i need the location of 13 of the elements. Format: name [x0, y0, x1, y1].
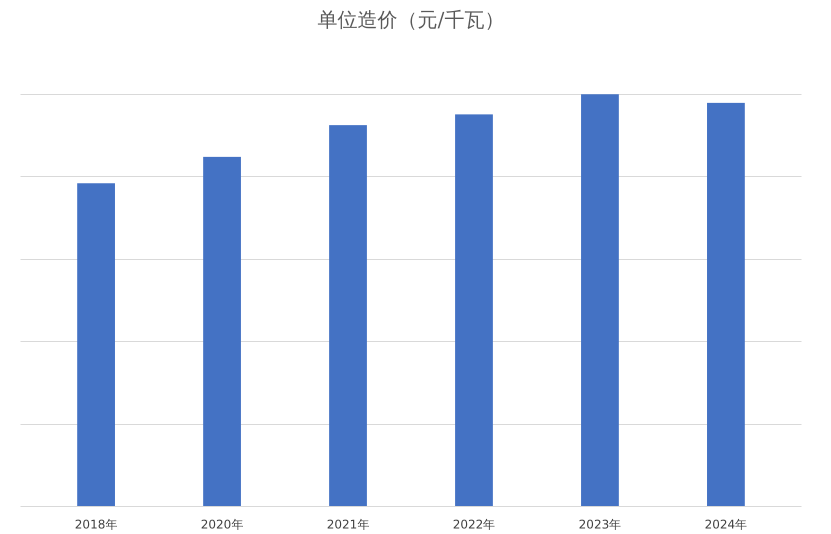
- bar: [707, 102, 745, 506]
- x-tick-label: 2018年: [74, 518, 118, 532]
- bar: [329, 125, 367, 506]
- bar: [203, 156, 241, 506]
- x-tick-label: 2022年: [452, 518, 496, 532]
- x-tick-label: 2021年: [326, 518, 370, 532]
- x-tick-label: 2023年: [578, 518, 622, 532]
- x-tick-label: 2024年: [704, 518, 748, 532]
- chart-title: 单位造价（元/千瓦）: [318, 8, 504, 32]
- bar: [455, 114, 493, 506]
- bar: [581, 94, 619, 506]
- bar: [77, 183, 115, 506]
- x-tick-label: 2020年: [200, 518, 244, 532]
